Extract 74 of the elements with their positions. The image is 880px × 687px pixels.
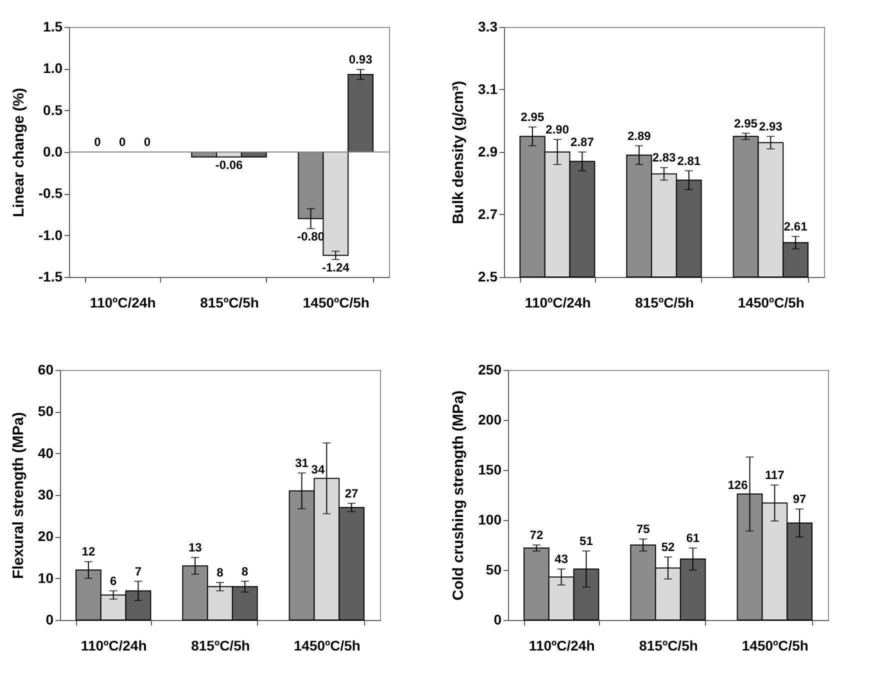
data-label: 0: [144, 135, 151, 149]
y-tick-label: 200: [478, 412, 502, 428]
data-label: 126: [728, 478, 748, 492]
y-tick-label: -0.5: [38, 185, 63, 202]
data-label: 12: [82, 544, 96, 559]
y-tick-label: 20: [38, 528, 54, 544]
y-tick-label: 100: [478, 512, 502, 528]
data-label: 75: [636, 522, 650, 536]
data-label: 2.93: [758, 119, 783, 134]
y-tick-label: -1.0: [38, 226, 63, 243]
y-tick-label: 0: [46, 612, 54, 628]
y-tick-label: 2.5: [478, 268, 498, 284]
data-label: 6: [110, 574, 117, 588]
x-tick-label: 815ºC/5h: [639, 638, 698, 654]
y-axis-title: Cold crushing strength (MPa): [450, 390, 468, 600]
data-label: 8: [216, 566, 224, 580]
y-axis-title: Bulk density (g/cm³): [450, 80, 468, 224]
y-tick-label: 250: [478, 362, 502, 378]
x-tick-label: 1450ºC/5h: [742, 638, 808, 654]
data-label: 2.61: [784, 219, 808, 234]
data-label: 117: [764, 468, 785, 482]
y-tick-label: 3.3: [478, 18, 498, 34]
data-label: 52: [661, 540, 675, 554]
data-label: 0.93: [348, 52, 373, 66]
x-tick-label: 815ºC/5h: [200, 294, 259, 310]
x-tick-label: 1450ºC/5h: [294, 638, 360, 654]
x-tick-label: 1450ºC/5h: [302, 294, 370, 310]
data-label: 97: [792, 492, 807, 506]
data-label: 2.81: [677, 154, 701, 168]
x-tick-label: 110ºC/24h: [524, 294, 591, 310]
data-label: 2.95: [734, 116, 758, 130]
y-axis-title: Flexural strength (MPa): [10, 412, 27, 579]
x-tick-label: 110ºC/24h: [80, 638, 147, 654]
data-label: 0: [94, 135, 102, 149]
y-tick-label: 50: [486, 562, 502, 578]
data-label: 7: [134, 564, 142, 578]
y-tick-label: 0: [494, 612, 502, 628]
data-label: 2.87: [570, 135, 594, 149]
x-tick-label: 110ºC/24h: [528, 638, 595, 654]
y-tick-label: 0.0: [43, 144, 63, 160]
y-tick-label: 50: [38, 403, 54, 420]
data-label: 2.90: [546, 122, 570, 136]
data-label: 72: [530, 528, 544, 542]
data-label: -1.24: [322, 260, 350, 274]
y-tick-label: 3.1: [478, 81, 498, 97]
y-tick-label: 2.7: [478, 206, 498, 222]
y-tick-label: 40: [38, 444, 54, 461]
y-tick-label: -1.5: [38, 268, 63, 284]
x-tick-label: 815ºC/5h: [635, 294, 694, 310]
data-label: 2.89: [627, 128, 652, 143]
y-tick-label: 150: [478, 462, 502, 478]
data-label: 34: [311, 462, 325, 476]
x-tick-label: 110ºC/24h: [90, 294, 156, 310]
data-label: 51: [580, 534, 594, 548]
data-label: 13: [188, 540, 202, 554]
data-label: 2.95: [520, 110, 544, 124]
y-tick-label: 1.5: [43, 18, 63, 34]
y-tick-label: 30: [38, 486, 54, 502]
data-label: -0.06: [215, 158, 243, 172]
data-label: 61: [686, 531, 700, 545]
data-label: 2.83: [652, 150, 676, 165]
data-label: 31: [295, 456, 309, 470]
data-label: 8: [242, 564, 249, 578]
data-label: 43: [554, 552, 568, 566]
y-tick-label: 2.9: [478, 144, 498, 160]
data-label: 27: [344, 486, 359, 500]
y-tick-label: 60: [38, 362, 54, 378]
y-tick-label: 1.0: [43, 60, 63, 76]
data-label: 0: [118, 135, 126, 149]
x-tick-label: 1450ºC/5h: [738, 294, 804, 310]
y-tick-label: 0.5: [43, 102, 63, 118]
y-tick-label: 10: [38, 570, 54, 586]
x-tick-label: 815ºC/5h: [191, 638, 250, 654]
y-axis-title: Linear change (%): [10, 88, 28, 218]
